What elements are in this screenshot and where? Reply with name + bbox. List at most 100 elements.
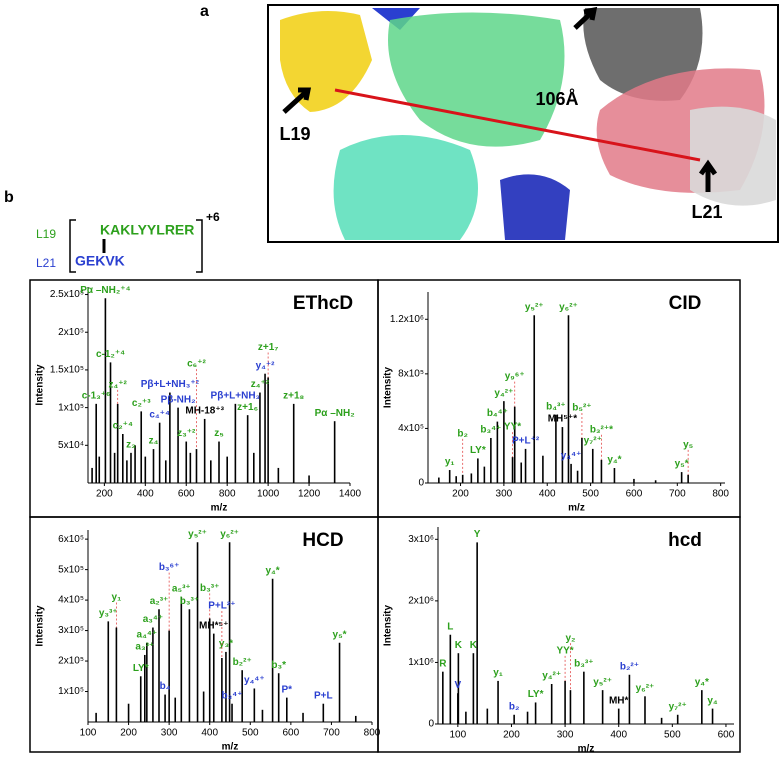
peak-label: K [455, 640, 463, 651]
peak-label: Pα –NH₂⁺⁴ [80, 285, 130, 296]
peak-label: LY* [133, 663, 149, 674]
x-tick-label: 300 [496, 489, 513, 500]
x-tick-label: 200 [452, 489, 469, 500]
panel-letter: b [4, 189, 14, 206]
peak-label: b₅²⁺ [572, 403, 591, 414]
chart-title: hcd [668, 530, 702, 551]
x-tick-label: 500 [664, 730, 681, 741]
y-axis-title: Intensity [35, 364, 46, 406]
peak-label: y₄²⁺ [494, 388, 513, 399]
x-tick-label: 100 [80, 728, 97, 739]
y-tick-label: 3x10⁶ [408, 534, 434, 545]
site-label: L21 [36, 256, 56, 270]
panel-frame [377, 279, 741, 518]
peak-label: y₆²⁺ [559, 302, 578, 313]
peak-label: b₃⁶⁺ [159, 562, 180, 573]
x-tick-label: 1200 [298, 489, 321, 500]
peak-label: Y [474, 529, 481, 540]
x-tick-label: 400 [137, 489, 154, 500]
peak-label: MH* [609, 695, 629, 706]
peak-label: y₁ [445, 457, 455, 468]
crosslink-distance [334, 88, 701, 162]
peak-label: y₅²⁺ [188, 529, 207, 540]
peak-label: y₇²⁺ [669, 701, 687, 712]
peak-label: z+1₈ [283, 390, 304, 401]
arrow [698, 159, 718, 192]
spectrum-panel: 100 200 300 400 500 600 0 1x10⁶ 2x10⁶ 3x10⁶ m/z Int… [377, 516, 741, 755]
x-tick-label: 1000 [257, 489, 280, 500]
peak-label: LY* [470, 445, 486, 456]
teal-domain [333, 135, 478, 240]
peak-label: b₃* [271, 660, 286, 671]
y-tick-label: 4x10⁵ [398, 423, 424, 434]
peak-label: y₅* [333, 629, 347, 640]
peak-label: b₃³⁺ [200, 583, 219, 594]
peptide: GEKVK [75, 253, 125, 269]
peak-label: V [455, 680, 462, 691]
peak-label: P* [282, 684, 293, 695]
y-tick-label: 5x10⁵ [58, 564, 84, 575]
peak-label: c₄⁺⁴ [149, 409, 170, 420]
x-tick-label: 100 [449, 730, 466, 741]
site-label: L21 [691, 202, 722, 222]
spectrum-panel: 200 300 400 500 600 700 800 0 4x10⁵ 8x10⁵ 1.2x10⁶ m… [377, 279, 741, 518]
y-axis-title: Intensity [383, 367, 394, 409]
peak-label: y₅²⁺ [525, 302, 544, 313]
peak-label: b₃⁴⁺ [480, 425, 501, 436]
x-tick-label: 600 [178, 489, 195, 500]
peak-label: y₄⁴⁺ [244, 675, 265, 686]
peak-label: y₅* [675, 459, 689, 470]
peak-label: b₂ [457, 428, 468, 439]
blue-domain-2 [500, 174, 570, 240]
x-tick-label: 500 [582, 489, 599, 500]
peak-label: y₄* [265, 565, 279, 576]
peak-label: b₂²⁺ [620, 661, 639, 672]
spectrum-panel: 100 200 300 400 500 600 700 800 1x10⁵ 2x10⁵ 3x10⁵ 4… [29, 516, 381, 753]
peak-label: y₄⁴⁺ [561, 451, 582, 462]
peak-label: b₄⁴⁺ [487, 408, 508, 419]
y-tick-label: 8x10⁵ [398, 368, 424, 379]
y-tick-label: 1x10⁵ [58, 402, 84, 413]
peak-label: y₄²⁺ [542, 671, 561, 682]
y-tick-label: 3x10⁵ [58, 625, 84, 636]
x-axis-title: m/z [568, 503, 585, 514]
x-tick-label: 800 [219, 489, 236, 500]
peak-label: c₂⁺⁴ [113, 421, 133, 432]
peak-label: z₃ [126, 439, 136, 450]
x-tick-label: 600 [283, 728, 300, 739]
x-tick-label: 200 [120, 728, 137, 739]
peak-label: b₂²⁺ [233, 657, 252, 668]
y-tick-label: 1x10⁶ [408, 657, 434, 668]
peak-label: y₄* [607, 455, 621, 466]
x-tick-label: 300 [557, 730, 574, 741]
y-axis-title: Intensity [383, 605, 394, 647]
chart-title: CID [669, 293, 702, 314]
distance-label: 106Å [535, 89, 578, 109]
peak-label: z+1₇ [258, 342, 278, 353]
peak-label: P+L²⁺ [208, 601, 235, 612]
structure-image: a L19 106Å L21 [200, 3, 779, 243]
peak-label: a₄⁴⁺ [137, 629, 158, 640]
peak-label: y₂ [565, 633, 575, 644]
peak-label: R [439, 658, 447, 669]
x-axis-title: m/z [211, 503, 228, 514]
y-tick-label: 0 [428, 719, 434, 730]
peak-label: z₄ [149, 436, 159, 447]
peak-label: y₄⁺² [256, 360, 276, 371]
peak-label: Pβ-NH₂ [161, 394, 196, 405]
y-tick-label: 5x10⁴ [58, 440, 84, 451]
x-tick-label: 600 [626, 489, 643, 500]
x-tick-label: 700 [669, 489, 686, 500]
peak-label: z₅ [214, 428, 224, 439]
x-tick-label: 200 [96, 489, 113, 500]
peak-label: y₉⁶⁺ [505, 371, 525, 382]
x-tick-label: 300 [161, 728, 178, 739]
peak-label: L [447, 621, 453, 632]
crosslink-scheme: b L19 KAKLYYLRER L21 GEKVK +6 [4, 189, 220, 273]
yellow-domain [280, 11, 372, 112]
peak-label: Pα –NH₂ [315, 408, 355, 419]
y-tick-label: 2x10⁶ [408, 596, 434, 607]
charge: +6 [206, 210, 220, 224]
peak-label: a₃⁴⁺ [143, 614, 163, 625]
spectrum-panel: 200 400 600 800 1000 1200 1400 5x10⁴ 1x10⁵ 1.5x10… [29, 279, 379, 518]
